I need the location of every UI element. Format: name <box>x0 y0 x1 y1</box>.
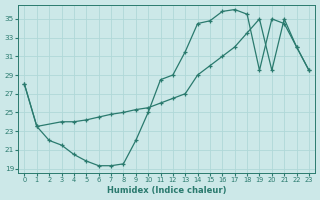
X-axis label: Humidex (Indice chaleur): Humidex (Indice chaleur) <box>107 186 227 195</box>
